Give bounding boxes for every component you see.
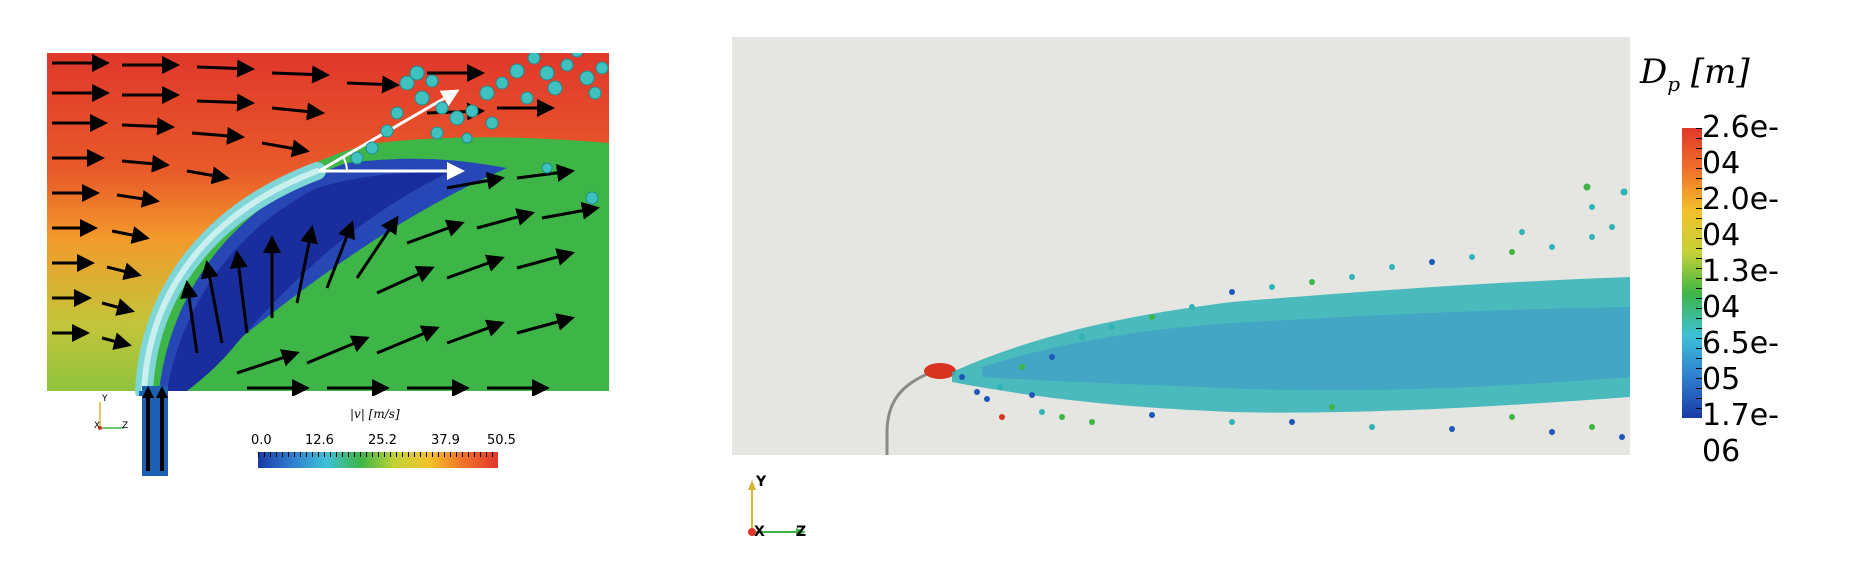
velocity-colorbar-title: |v| [m/s]	[350, 407, 400, 421]
axis-y-label: Y	[756, 474, 767, 490]
axes-triad-right: Y X Z	[740, 474, 810, 544]
velocity-field-panel	[47, 44, 609, 400]
particle-spray-plot	[885, 183, 1630, 492]
diameter-colorbar-title: Dp [m]	[1640, 52, 1750, 96]
inlet-pipe	[142, 386, 168, 476]
axis-z-label: Z	[122, 421, 129, 431]
colorbar-tick-1: 12.6	[305, 433, 334, 448]
colorbar-tick-0: 0.0	[251, 433, 272, 448]
axes-triad-left: Y X Z	[94, 394, 134, 434]
diameter-tick-3: 6.5e-05	[1702, 326, 1779, 397]
diameter-colorbar: Dp [m] 2.6e-04 2.0e-04 1.3e-04 6.5e-05 1…	[1636, 50, 1866, 469]
diameter-tick-0: 2.6e-04	[1702, 110, 1779, 181]
spray-particles	[959, 183, 1628, 440]
particle-spray-panel	[732, 37, 1630, 492]
title-unit: [m]	[1690, 52, 1750, 92]
axis-y-label: Y	[102, 394, 108, 404]
colorbar-tick-2: 25.2	[368, 433, 397, 448]
title-subscript: p	[1667, 71, 1681, 96]
axis-z-label: Z	[796, 524, 807, 540]
colorbar-tick-4: 50.5	[487, 433, 516, 448]
velocity-contour-plot	[47, 44, 609, 400]
diameter-tick-1: 2.0e-04	[1702, 182, 1779, 253]
axis-x-label: X	[754, 524, 765, 540]
velocity-colorbar: |v| [m/s] 0.0 12.6 25.2 37.9 50.5	[251, 407, 516, 477]
velocity-vectors	[52, 54, 600, 397]
diameter-tick-4: 1.7e-06	[1702, 398, 1779, 469]
colorbar-tick-3: 37.9	[431, 433, 460, 448]
diameter-tick-2: 1.3e-04	[1702, 254, 1779, 325]
axis-x-label: X	[94, 421, 101, 431]
title-symbol: D	[1640, 52, 1668, 92]
